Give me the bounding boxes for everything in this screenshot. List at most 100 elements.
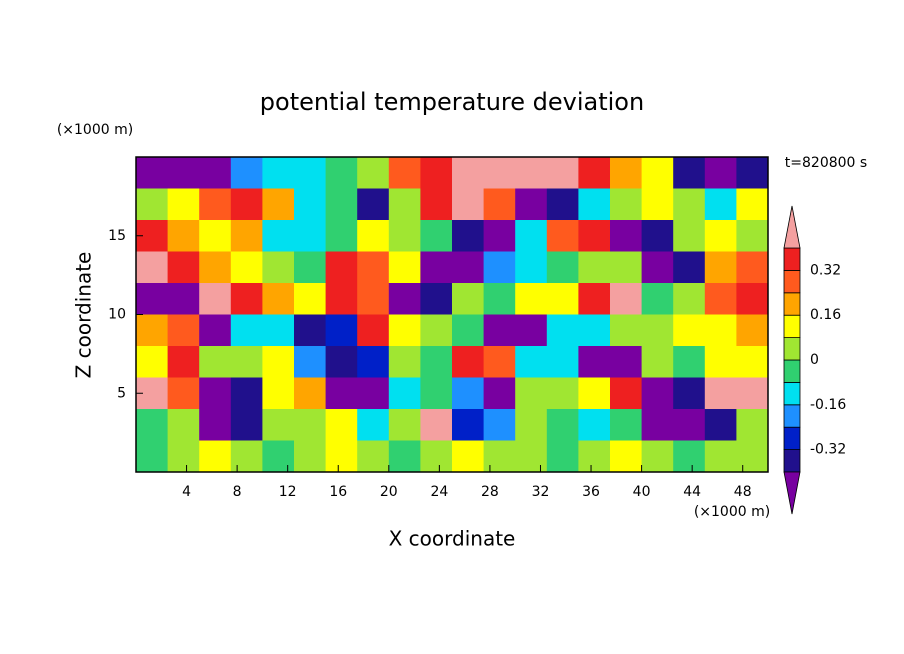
field-cell [357,314,390,347]
field-cell [515,283,548,315]
field-cell [483,409,516,441]
colorbar-label: 0.32 [810,262,841,278]
field-cell [736,251,768,284]
field-cell [199,377,232,410]
field-cell [736,440,768,472]
field-cell [230,188,263,221]
field-cell [452,377,485,410]
field-cell [230,346,263,378]
field-cell [736,157,768,189]
time-label: t=820800 s [785,155,867,171]
field-cell [483,346,516,378]
field-cell [704,188,737,221]
y-unit: (×1000 m) [57,122,133,138]
field-cell [736,220,768,252]
colorbar-box [783,426,801,451]
field-cell [641,314,674,347]
field-cell [199,157,232,189]
field-cell [420,220,453,252]
field-cell [515,251,548,284]
field-cell [704,346,737,378]
field-cell [546,346,579,378]
field-cell [515,220,548,252]
field-cell [199,220,232,252]
y-tick-label: 5 [117,385,126,401]
field-cell [736,377,768,410]
field-cell [167,157,200,189]
field-cell [136,251,169,284]
colorbar-box [783,337,801,361]
field-cell [452,157,485,189]
field-cell [704,283,737,315]
field-cell [388,409,421,441]
field-cell [452,314,485,347]
field-cell [420,283,453,315]
field-cell [673,440,706,472]
field-cell [325,440,358,472]
field-cell [483,220,516,252]
field-cell [610,346,643,378]
colorbar-label: 0.16 [810,307,841,323]
field-cell [641,251,674,284]
field-cell [641,283,674,315]
field-cell [420,377,453,410]
colorbar-box [783,269,801,294]
field-cell [388,440,421,472]
field-cell [673,220,706,252]
field-cell [578,440,611,472]
field-cell [673,346,706,378]
colorbar-box [783,449,801,473]
field-cell [167,346,200,378]
field-cell [452,346,485,378]
field-cell [578,409,611,441]
field-cell [388,157,421,189]
field-cell [610,188,643,221]
field-cell [357,157,390,189]
field-cell [136,409,169,441]
field-cell [199,440,232,472]
field-cell [736,188,768,221]
field-cell [294,188,327,221]
x-tick-label: 28 [481,484,499,500]
field-cell [388,346,421,378]
field-cell [610,377,643,410]
field-cell [199,188,232,221]
field-cell [704,377,737,410]
field-cell [546,188,579,221]
colorbar-box [783,404,801,428]
field-cell [199,283,232,315]
field-cell [452,409,485,441]
field-cell [199,409,232,441]
y-tick-label: 15 [108,228,126,244]
field-cell [167,409,200,441]
field-cell [357,346,390,378]
field-cell [515,188,548,221]
field-cell [515,346,548,378]
field-cell [452,440,485,472]
colorbar-box [783,292,801,316]
field-cell [167,220,200,252]
field-cell [262,314,295,347]
field-cell [578,251,611,284]
field-cell [610,440,643,472]
field [136,157,768,472]
field-cell [167,377,200,410]
field-cell [136,440,169,472]
x-unit: (×1000 m) [694,504,770,520]
field-cell [673,314,706,347]
field-cell [388,314,421,347]
field-cell [736,409,768,441]
field-cell [420,346,453,378]
field-cell [294,377,327,410]
field-cell [610,314,643,347]
field-cell [167,283,200,315]
field-cell [230,409,263,441]
field-cell [704,157,737,189]
field-cell [673,188,706,221]
field-cell [294,440,327,472]
field-cell [294,314,327,347]
field-cell [546,409,579,441]
field-cell [546,220,579,252]
field-cell [325,346,358,378]
field-cell [610,220,643,252]
